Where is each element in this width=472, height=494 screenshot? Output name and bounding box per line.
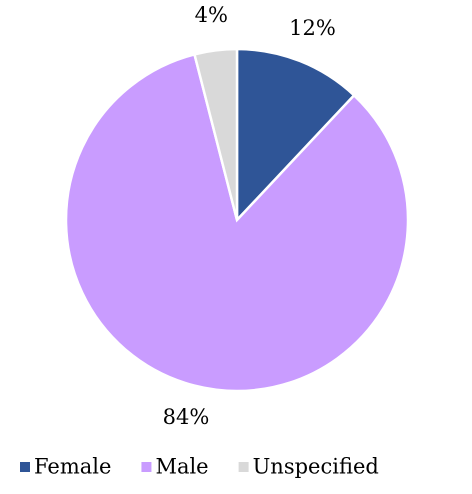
legend-label: Female bbox=[34, 455, 111, 479]
pie-slice bbox=[192, 47, 239, 221]
pie-slice bbox=[235, 47, 356, 224]
legend-label: Male bbox=[155, 455, 208, 479]
legend-swatch bbox=[238, 462, 249, 472]
pie-slice bbox=[64, 52, 410, 393]
legend-swatch bbox=[141, 462, 152, 472]
legend-label: Unspecified bbox=[253, 455, 379, 479]
data-label: 84% bbox=[163, 405, 210, 429]
data-label: 4% bbox=[195, 3, 228, 27]
data-label: 12% bbox=[289, 16, 336, 40]
legend-swatch bbox=[20, 462, 30, 472]
